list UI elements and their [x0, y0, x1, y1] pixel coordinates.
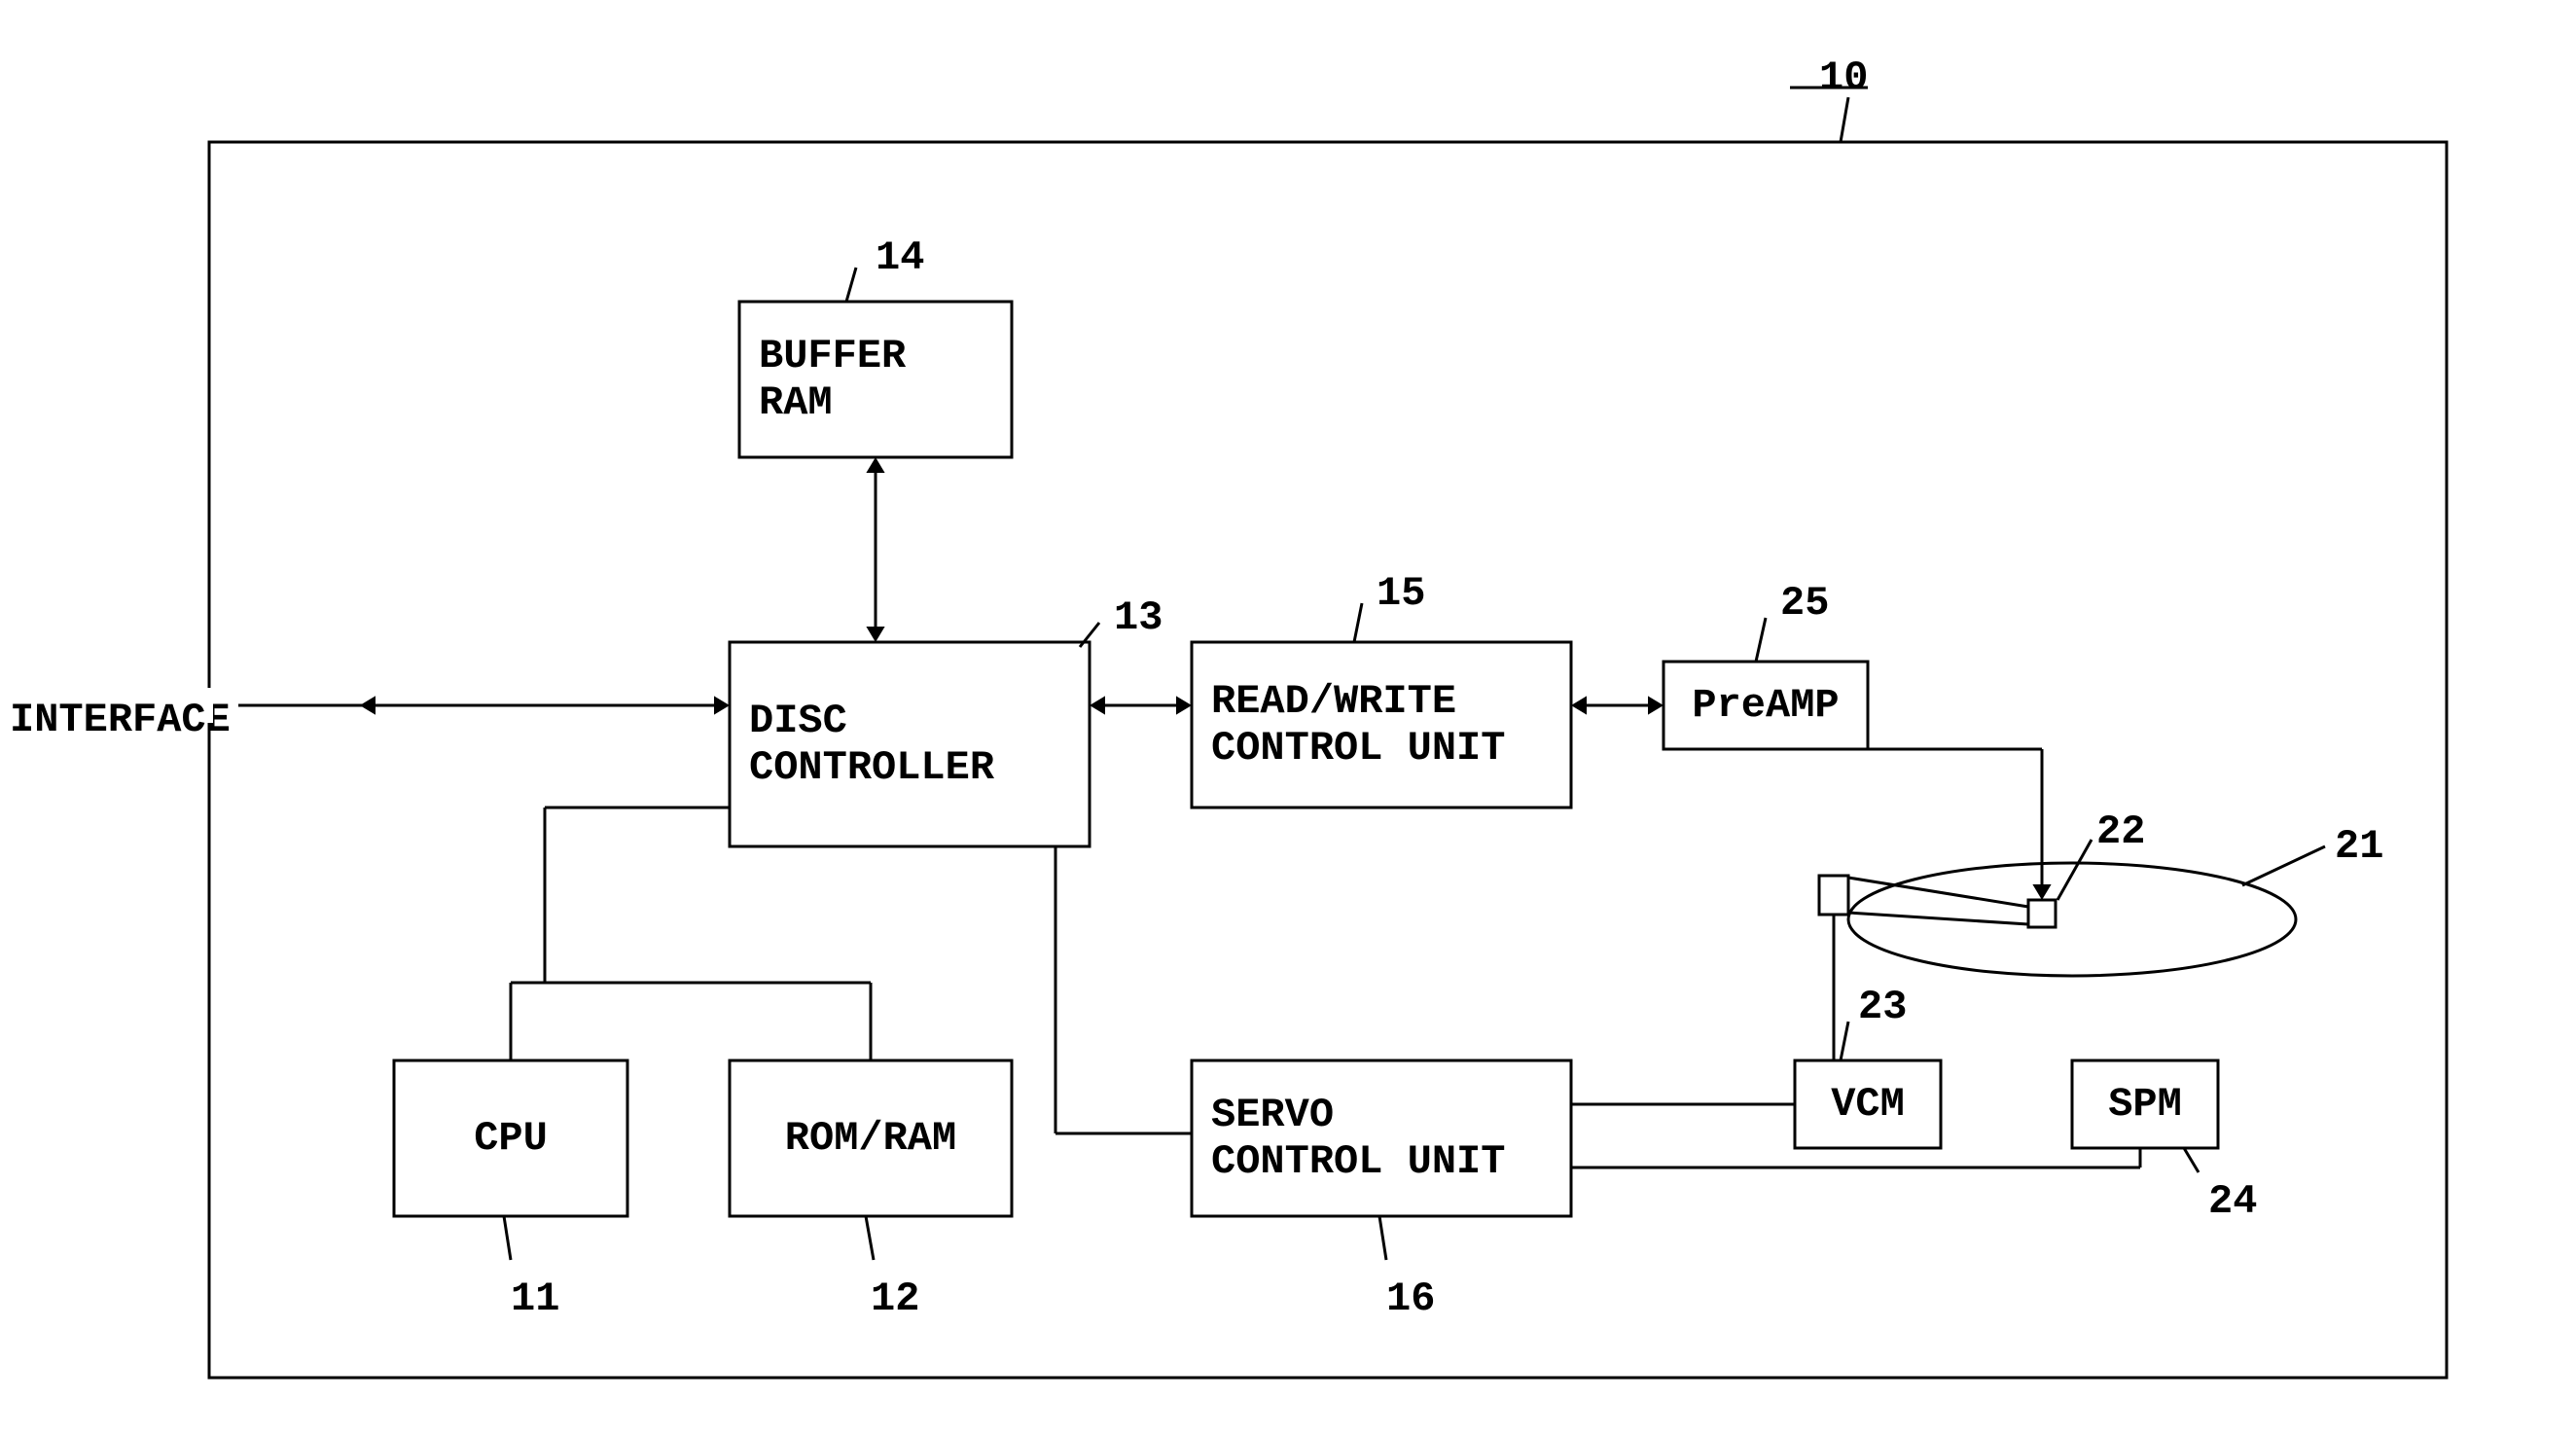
svg-text:16: 16: [1386, 1275, 1435, 1322]
svg-text:14: 14: [876, 234, 924, 281]
svg-text:24: 24: [2208, 1178, 2257, 1225]
disc-platter: [1848, 863, 2296, 976]
buffer-ram: BUFFERRAM: [739, 302, 1012, 457]
servo-control-unit: SERVOCONTROL UNIT: [1192, 1060, 1571, 1216]
head: [2028, 900, 2056, 927]
svg-text:CONTROL UNIT: CONTROL UNIT: [1211, 725, 1505, 772]
svg-text:13: 13: [1114, 594, 1163, 641]
svg-text:ROM/RAM: ROM/RAM: [785, 1115, 956, 1162]
svg-text:CONTROLLER: CONTROLLER: [749, 744, 995, 791]
svg-text:22: 22: [2096, 808, 2145, 855]
svg-text:SPM: SPM: [2108, 1081, 2182, 1128]
svg-text:RAM: RAM: [759, 379, 833, 426]
actuator-pivot: [1819, 876, 1848, 915]
svg-text:DISC: DISC: [749, 698, 847, 744]
svg-text:BUFFER: BUFFER: [759, 333, 907, 379]
svg-text:23: 23: [1858, 984, 1907, 1030]
svg-text:CONTROL UNIT: CONTROL UNIT: [1211, 1138, 1505, 1185]
svg-text:SERVO: SERVO: [1211, 1092, 1334, 1138]
disc-controller: DISCCONTROLLER: [730, 642, 1090, 846]
read-write-control-unit: READ/WRITECONTROL UNIT: [1192, 642, 1571, 808]
svg-text:21: 21: [2335, 823, 2383, 870]
svg-text:VCM: VCM: [1831, 1081, 1905, 1128]
svg-text:CPU: CPU: [474, 1115, 548, 1162]
svg-text:INTERFACE: INTERFACE: [10, 697, 231, 743]
svg-text:11: 11: [511, 1275, 559, 1322]
svg-text:10: 10: [1819, 54, 1868, 101]
svg-text:12: 12: [871, 1275, 919, 1322]
svg-text:25: 25: [1780, 580, 1829, 627]
svg-text:PreAMP: PreAMP: [1692, 682, 1839, 729]
svg-text:15: 15: [1377, 570, 1425, 617]
svg-text:READ/WRITE: READ/WRITE: [1211, 678, 1456, 725]
